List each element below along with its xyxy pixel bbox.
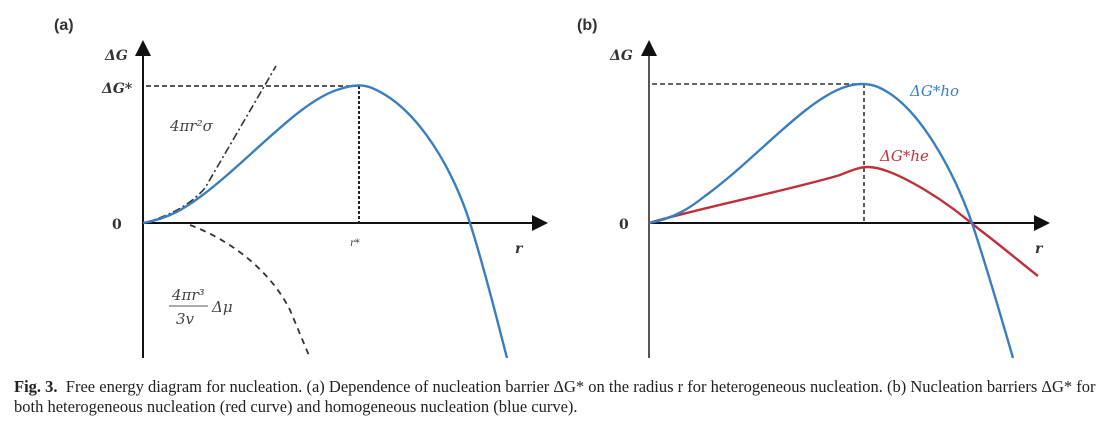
panel-b-homogeneous-curve (648, 82, 1015, 359)
panel-a-total-curve (142, 84, 509, 359)
panel-a-surface-term-label: 4πr²σ (169, 117, 214, 135)
panel-a-label: (a) (54, 17, 74, 34)
panel-b: (b) ΔG 0 r ΔG*ho ΔG*he (577, 17, 1050, 359)
panel-b-heterogeneous-curve (648, 165, 1039, 277)
panel-a: (a) ΔG ΔG* 0 r r* 4πr²σ 4πr³ 3v Δμ (54, 17, 548, 359)
panel-b-x-axis-label: r (1035, 241, 1044, 257)
figure-canvas: (a) ΔG ΔG* 0 r r* 4πr²σ 4πr³ 3v Δμ (b) Δ… (54, 17, 1050, 359)
panel-a-volume-denominator: 3v (176, 310, 195, 328)
panel-b-homogeneous-label: ΔG*ho (909, 82, 959, 100)
panel-a-surface-term-curve (142, 65, 277, 224)
caption-text: Free energy diagram for nucleation. (a) … (14, 377, 1096, 416)
panel-a-volume-term-curve (189, 224, 311, 359)
panel-b-origin-label: 0 (619, 217, 629, 233)
panel-b-y-axis-label: ΔG (609, 48, 633, 64)
panel-a-origin-label: 0 (112, 217, 122, 233)
panel-a-r-critical-label: r* (350, 238, 360, 249)
figure-caption: Fig. 3. Free energy diagram for nucleati… (14, 377, 1104, 417)
panel-b-heterogeneous-label: ΔG*he (879, 147, 929, 165)
panel-a-volume-suffix: Δμ (211, 298, 233, 316)
panel-b-label: (b) (577, 17, 597, 34)
panel-a-volume-numerator: 4πr³ (171, 286, 205, 304)
panel-a-barrier-label: ΔG* (101, 81, 133, 97)
panel-a-x-axis-label: r (515, 241, 524, 257)
panel-a-y-axis-label: ΔG (104, 48, 128, 64)
figure-number: Fig. 3. (14, 377, 58, 396)
